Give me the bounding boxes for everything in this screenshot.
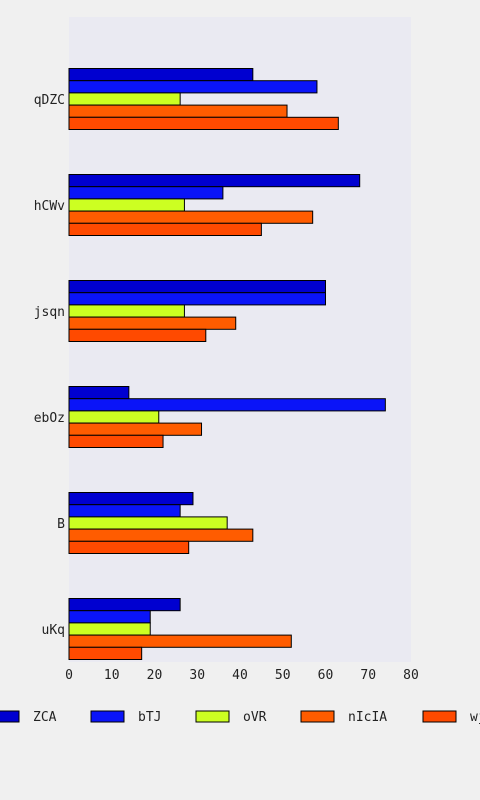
category-label: qDZC bbox=[34, 93, 65, 108]
bar-ebOz-nIcIA bbox=[68, 422, 203, 436]
bar-jsqn-ZCA bbox=[68, 280, 326, 294]
bar-B-wj bbox=[68, 540, 190, 554]
legend-label: wj bbox=[470, 710, 480, 725]
bar-B-bTJ bbox=[68, 504, 181, 518]
x-tick-label: 10 bbox=[104, 668, 120, 683]
bar-uKq-wj bbox=[68, 646, 143, 660]
bar-qDZC-wj bbox=[68, 116, 339, 131]
bar-uKq-bTJ bbox=[68, 610, 151, 624]
legend-swatch bbox=[422, 710, 457, 723]
legend-swatch bbox=[0, 710, 20, 723]
x-tick-label: 60 bbox=[318, 668, 334, 683]
bar-ebOz-bTJ bbox=[68, 398, 386, 412]
bar-B-oVR bbox=[68, 516, 228, 530]
bar-qDZC-nIcIA bbox=[68, 104, 288, 118]
legend-label: bTJ bbox=[138, 710, 161, 725]
x-tick-label: 80 bbox=[403, 668, 419, 683]
x-tick-label: 0 bbox=[65, 668, 73, 683]
bar-qDZC-oVR bbox=[68, 92, 181, 106]
category-label: hCWv bbox=[34, 199, 65, 214]
bar-hCWv-wj bbox=[68, 222, 262, 237]
legend-swatch bbox=[195, 710, 230, 723]
bar-uKq-oVR bbox=[68, 622, 151, 636]
bar-hCWv-ZCA bbox=[68, 174, 361, 188]
legend: ZCA bTJ oVR nIcIA wj bbox=[0, 710, 480, 725]
category-label: ebOz bbox=[34, 411, 65, 426]
bar-qDZC-ZCA bbox=[68, 68, 254, 82]
bar-hCWv-nIcIA bbox=[68, 210, 314, 224]
bar-hCWv-oVR bbox=[68, 198, 185, 212]
bar-B-nIcIA bbox=[68, 528, 254, 542]
x-tick-label: 20 bbox=[147, 668, 163, 683]
category-label: uKq bbox=[42, 623, 65, 638]
bar-ebOz-ZCA bbox=[68, 386, 130, 400]
category-label: jsqn bbox=[34, 305, 65, 320]
bar-jsqn-nIcIA bbox=[68, 316, 237, 330]
category-label: B bbox=[57, 517, 65, 532]
legend-label: ZCA bbox=[33, 710, 57, 725]
legend-label: nIcIA bbox=[348, 710, 387, 725]
x-tick-label: 50 bbox=[275, 668, 291, 683]
bar-ebOz-wj bbox=[68, 434, 164, 448]
legend-label: oVR bbox=[243, 710, 267, 725]
bar-uKq-ZCA bbox=[68, 598, 181, 612]
bar-B-ZCA bbox=[68, 492, 194, 506]
x-tick-label: 70 bbox=[360, 668, 376, 683]
bars-group bbox=[68, 68, 386, 660]
legend-swatch bbox=[90, 710, 125, 723]
bar-hCWv-bTJ bbox=[68, 186, 224, 200]
legend-swatch bbox=[300, 710, 335, 723]
x-tick-label: 30 bbox=[189, 668, 205, 683]
bar-uKq-nIcIA bbox=[68, 634, 292, 648]
bar-jsqn-wj bbox=[68, 328, 207, 342]
bar-jsqn-bTJ bbox=[68, 292, 326, 306]
x-tick-label: 40 bbox=[232, 668, 248, 683]
x-axis-ticks: 0 10 20 30 40 50 60 70 80 bbox=[65, 668, 419, 683]
bar-ebOz-oVR bbox=[68, 410, 160, 424]
bar-jsqn-oVR bbox=[68, 304, 185, 318]
bar-qDZC-bTJ bbox=[68, 80, 318, 94]
